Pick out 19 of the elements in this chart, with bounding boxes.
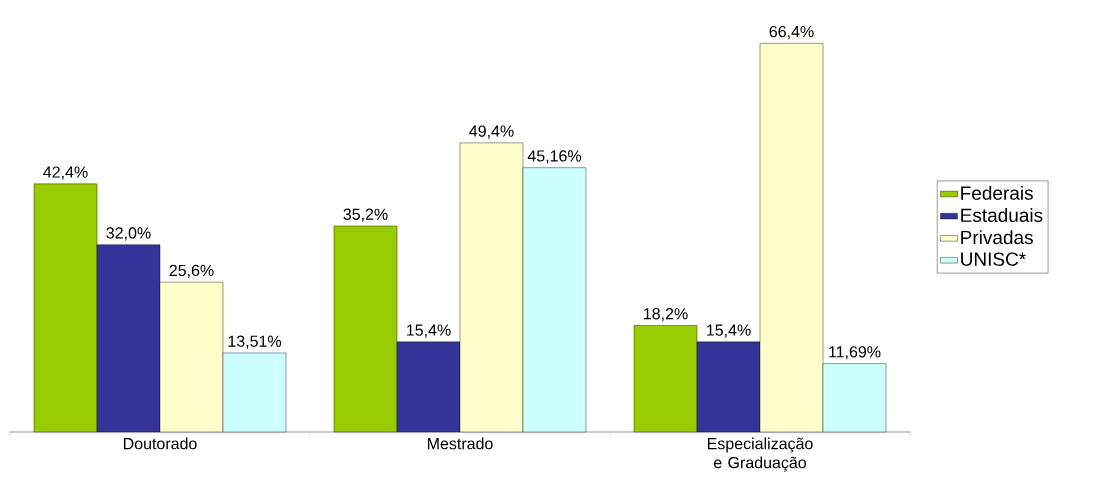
legend-label: Estaduais	[961, 208, 1043, 223]
data-label: 42,4%	[43, 166, 88, 180]
data-label: 18,2%	[644, 308, 688, 322]
x-tick-label: Especialização e Graduação	[707, 437, 813, 472]
legend-label: Federais	[961, 185, 1033, 200]
data-label: 25,6%	[169, 264, 214, 278]
x-tick-label: Doutorado	[123, 437, 197, 450]
data-label: 66,4%	[769, 25, 814, 40]
data-label: 15,4%	[707, 324, 751, 338]
data-label: 49,4%	[469, 125, 514, 139]
legend-label: Privadas	[961, 230, 1033, 245]
data-label: 32,0%	[106, 227, 151, 241]
data-label: 45,16%	[527, 150, 582, 164]
data-label: 11,69%	[829, 346, 881, 360]
x-tick-label: Mestrado	[427, 437, 493, 450]
data-label: 35,2%	[343, 208, 388, 222]
legend-label: UNISC*	[961, 252, 1026, 266]
data-label: 15,4%	[407, 324, 451, 338]
data-label: 13,51%	[228, 335, 282, 349]
